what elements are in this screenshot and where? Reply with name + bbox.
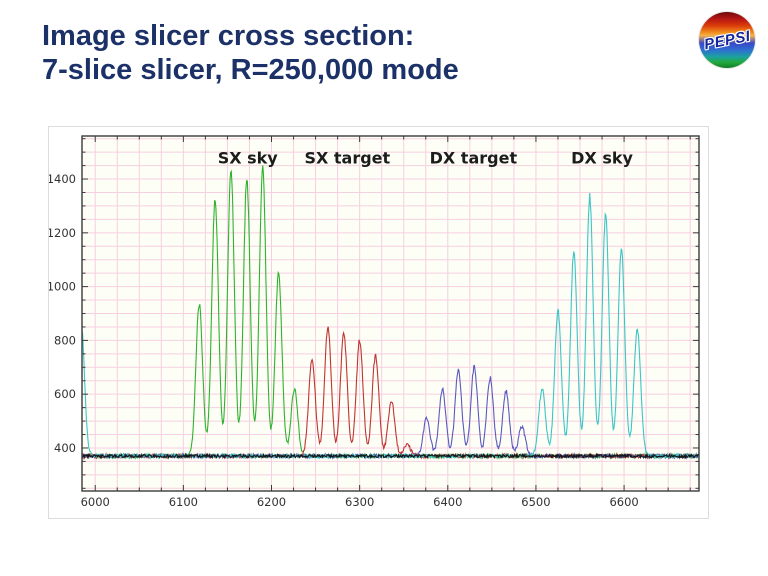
x-tick-label: 6600 <box>609 495 638 509</box>
x-tick-label: 6000 <box>81 495 110 509</box>
x-tick-label: 6200 <box>257 495 286 509</box>
x-tick-label: 6100 <box>169 495 198 509</box>
series-group <box>82 165 699 461</box>
y-tick-label: 1400 <box>49 172 76 186</box>
x-tick-label: 6400 <box>433 495 462 509</box>
page-title: Image slicer cross section: 7-slice slic… <box>42 20 459 87</box>
region-label-sx-sky: SX sky <box>218 149 279 168</box>
y-tick-label: 600 <box>54 387 76 401</box>
region-label-sx-target: SX target <box>304 149 390 168</box>
chart-panel: 6000 6100 6200 6300 6400 6500 6600 400 600 800 100… <box>48 126 709 519</box>
y-tick-label: 1000 <box>49 280 76 294</box>
page-title-line2: 7-slice slicer, R=250,000 mode <box>42 53 459 86</box>
spectrum-chart: 6000 6100 6200 6300 6400 6500 6600 400 600 800 100… <box>49 135 700 509</box>
x-tick-label: 6500 <box>521 495 550 509</box>
region-label-dx-target: DX target <box>430 149 518 168</box>
pepsi-logo: PEPSI <box>699 12 755 68</box>
region-label-dx-sky: DX sky <box>571 149 633 168</box>
y-tick-label: 800 <box>54 333 76 347</box>
y-tick-label: 1200 <box>49 226 76 240</box>
axis-ticks <box>82 136 699 491</box>
x-tick-label: 6300 <box>345 495 374 509</box>
y-tick-label: 400 <box>54 441 76 455</box>
region-labels: SX sky SX target DX target DX sky <box>218 149 634 168</box>
y-tick-labels: 400 600 800 1000 1200 1400 <box>49 172 76 455</box>
series-flat-baseline <box>82 452 699 460</box>
pepsi-logo-text: PEPSI <box>702 27 752 53</box>
page-title-line1: Image slicer cross section: <box>42 20 415 52</box>
x-tick-labels: 6000 6100 6200 6300 6400 6500 6600 <box>81 495 639 509</box>
